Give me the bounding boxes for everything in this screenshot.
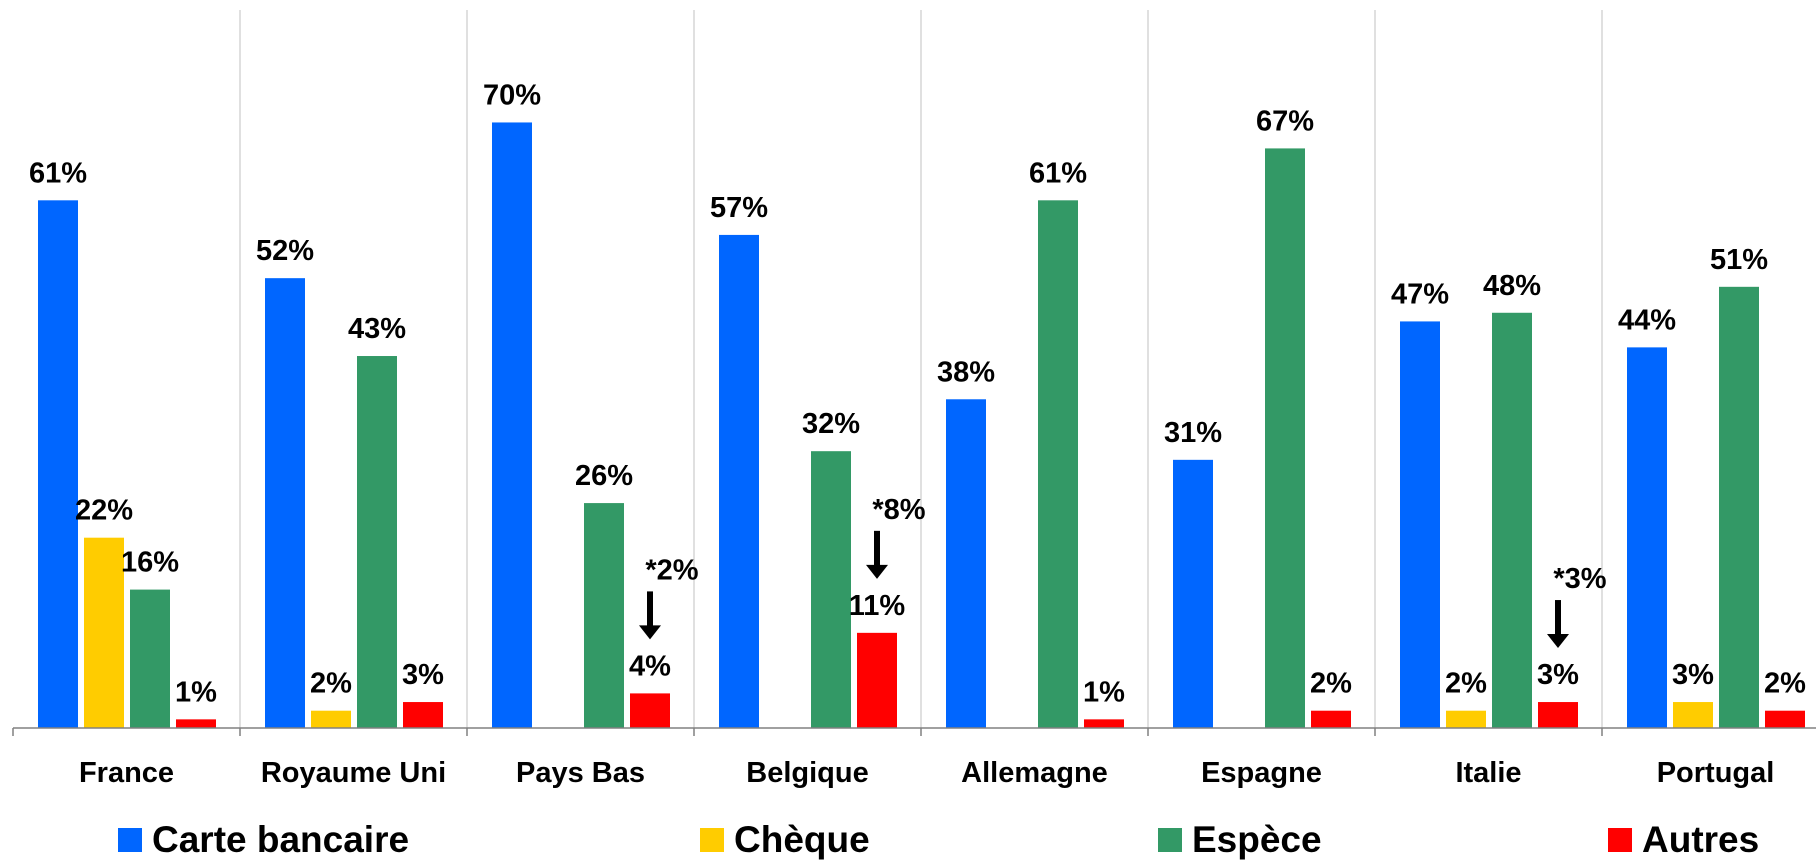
annotation-arrow-head xyxy=(639,625,661,640)
legend-swatch-cheque xyxy=(700,828,724,852)
bar-autres-belgique xyxy=(857,632,897,728)
annotation-belgique: *8% xyxy=(872,494,925,526)
bar-autres-france xyxy=(176,719,216,728)
legend-swatch-carte-bancaire xyxy=(118,828,142,852)
bar-autres-royaume-uni xyxy=(403,702,443,728)
category-label-france: France xyxy=(79,757,174,789)
bar-cheque-france xyxy=(84,537,124,728)
category-gridlines xyxy=(239,10,1603,728)
bars-layer xyxy=(38,122,1805,729)
legend-label-cheque: Chèque xyxy=(734,819,870,860)
annotation-arrow-head xyxy=(1547,634,1569,649)
bar-espece-belgique xyxy=(811,451,851,728)
value-label-autres-allemagne: 1% xyxy=(1083,676,1125,708)
value-label-espece-royaume-uni: 43% xyxy=(348,313,406,345)
bar-carte-bancaire-italie xyxy=(1400,321,1440,728)
value-label-autres-royaume-uni: 3% xyxy=(402,659,444,691)
bar-autres-espagne xyxy=(1311,710,1351,728)
bar-espece-portugal xyxy=(1719,286,1759,728)
legend-label-autres: Autres xyxy=(1642,819,1759,860)
value-label-espece-portugal: 51% xyxy=(1710,244,1768,276)
value-label-cheque-royaume-uni: 2% xyxy=(310,668,352,700)
x-axis-ticks xyxy=(12,728,1603,736)
value-label-carte-bancaire-pays-bas: 70% xyxy=(483,79,541,111)
category-label-espagne: Espagne xyxy=(1201,757,1322,789)
value-label-autres-france: 1% xyxy=(175,676,217,708)
value-label-carte-bancaire-italie: 47% xyxy=(1391,278,1449,310)
value-label-carte-bancaire-belgique: 57% xyxy=(710,192,768,224)
bar-autres-portugal xyxy=(1765,710,1805,728)
value-label-espece-espagne: 67% xyxy=(1256,105,1314,137)
bar-cheque-italie xyxy=(1446,710,1486,728)
annotation-arrow-head xyxy=(866,564,888,579)
value-label-cheque-france: 22% xyxy=(75,495,133,527)
annotations-layer: *2% *8% *3% xyxy=(639,494,1607,649)
bar-cheque-royaume-uni xyxy=(311,710,351,728)
bar-espece-espagne xyxy=(1265,148,1305,728)
value-label-carte-bancaire-royaume-uni: 52% xyxy=(256,235,314,267)
legend-label-espece: Espèce xyxy=(1192,819,1322,860)
value-label-carte-bancaire-espagne: 31% xyxy=(1164,417,1222,449)
value-label-autres-belgique: 11% xyxy=(849,590,906,622)
value-label-autres-pays-bas: 4% xyxy=(629,650,671,682)
legend-swatch-autres xyxy=(1608,828,1632,852)
annotation-italie: *3% xyxy=(1553,563,1606,595)
bar-autres-pays-bas xyxy=(630,693,670,728)
value-labels-layer: 61% 22% 16% 1% 52% 2% 43% 3% 70% 26% 4% 57% 32% 11% 38… xyxy=(29,79,1806,708)
bar-carte-bancaire-espagne xyxy=(1173,459,1213,728)
category-label-royaume-uni: Royaume Uni xyxy=(261,757,446,789)
value-label-espece-france: 16% xyxy=(121,547,179,579)
bar-espece-royaume-uni xyxy=(357,356,397,728)
value-label-espece-allemagne: 61% xyxy=(1029,157,1087,189)
value-label-espece-pays-bas: 26% xyxy=(575,460,633,492)
bar-autres-allemagne xyxy=(1084,719,1124,728)
bar-carte-bancaire-portugal xyxy=(1627,347,1667,728)
category-label-pays-bas: Pays Bas xyxy=(516,757,645,789)
value-label-espece-italie: 48% xyxy=(1483,270,1541,302)
category-label-portugal: Portugal xyxy=(1657,757,1775,789)
bar-carte-bancaire-pays-bas xyxy=(492,122,532,729)
value-label-cheque-italie: 2% xyxy=(1445,668,1487,700)
bar-espece-allemagne xyxy=(1038,200,1078,729)
value-label-autres-italie: 3% xyxy=(1537,659,1579,691)
bar-carte-bancaire-belgique xyxy=(719,234,759,729)
category-label-allemagne: Allemagne xyxy=(961,757,1108,789)
category-label-italie: Italie xyxy=(1455,757,1521,789)
bar-carte-bancaire-royaume-uni xyxy=(265,278,305,728)
bar-cheque-portugal xyxy=(1673,702,1713,728)
value-label-espece-belgique: 32% xyxy=(802,408,860,440)
annotation-pays-bas: *2% xyxy=(645,554,698,586)
value-label-carte-bancaire-portugal: 44% xyxy=(1618,304,1676,336)
value-label-carte-bancaire-allemagne: 38% xyxy=(937,356,995,388)
bar-carte-bancaire-france xyxy=(38,200,78,729)
bar-autres-italie xyxy=(1538,702,1578,728)
category-labels-layer: France Royaume Uni Pays Bas Belgique Allemag… xyxy=(79,757,1774,789)
value-label-autres-portugal: 2% xyxy=(1764,668,1806,700)
legend-swatch-espece xyxy=(1158,828,1182,852)
legend: Carte bancaire Chèque Espèce Autres xyxy=(118,819,1759,860)
category-label-belgique: Belgique xyxy=(746,757,868,789)
value-label-cheque-portugal: 3% xyxy=(1672,659,1714,691)
bar-espece-pays-bas xyxy=(584,503,624,728)
legend-label-carte-bancaire: Carte bancaire xyxy=(152,819,409,860)
value-label-autres-espagne: 2% xyxy=(1310,668,1352,700)
bar-espece-italie xyxy=(1492,312,1532,728)
bar-carte-bancaire-allemagne xyxy=(946,399,986,728)
value-label-carte-bancaire-france: 61% xyxy=(29,157,87,189)
bar-espece-france xyxy=(130,589,170,728)
